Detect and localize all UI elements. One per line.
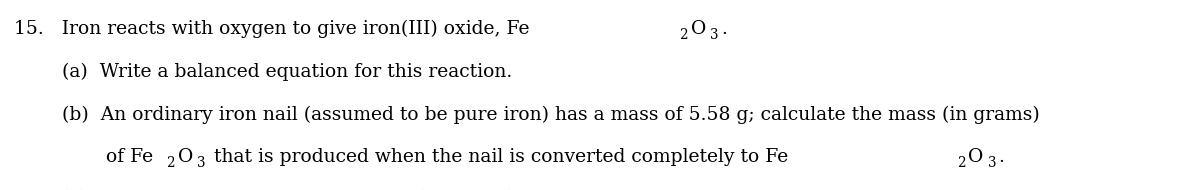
Text: 3: 3 [988, 156, 996, 170]
Text: 2: 2 [167, 156, 175, 170]
Text: of Fe: of Fe [106, 148, 152, 166]
Text: 2: 2 [679, 28, 688, 42]
Text: O: O [178, 148, 193, 166]
Text: O: O [968, 148, 983, 166]
Text: that is produced when the nail is converted completely to Fe: that is produced when the nail is conver… [208, 148, 788, 166]
Text: .: . [998, 148, 1004, 166]
Text: 15.   Iron reacts with oxygen to give iron(III) oxide, Fe: 15. Iron reacts with oxygen to give iron… [14, 20, 530, 38]
Text: .: . [721, 20, 727, 38]
Text: 3: 3 [197, 156, 205, 170]
Text: O: O [691, 20, 706, 38]
Text: 3: 3 [710, 28, 719, 42]
Text: 2: 2 [956, 156, 966, 170]
Text: (a)  Write a balanced equation for this reaction.: (a) Write a balanced equation for this r… [62, 63, 512, 81]
Text: (b)  An ordinary iron nail (assumed to be pure iron) has a mass of 5.58 g; calcu: (b) An ordinary iron nail (assumed to be… [62, 105, 1040, 124]
